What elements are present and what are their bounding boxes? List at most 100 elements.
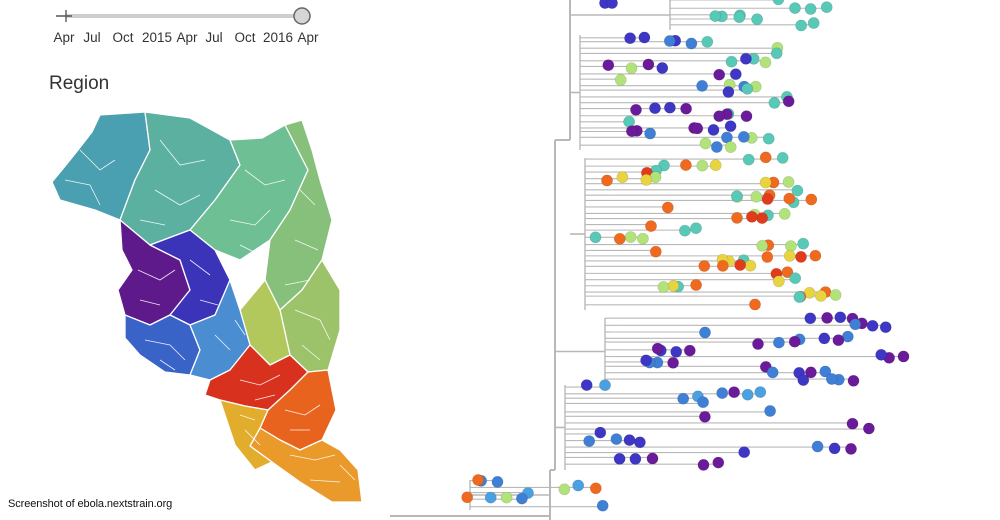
tree-tip-180[interactable] <box>862 422 875 435</box>
tree-tip-99[interactable] <box>613 232 626 245</box>
tree-tip-88[interactable] <box>778 207 791 220</box>
tree-tip-135[interactable] <box>804 312 817 325</box>
tree-tip-179[interactable] <box>846 417 859 430</box>
tree-tip-208[interactable] <box>606 0 618 9</box>
tree-tip-127[interactable] <box>829 289 842 301</box>
tree-tip-27[interactable] <box>729 68 742 81</box>
time-slider[interactable] <box>40 0 320 30</box>
tree-tip-167[interactable] <box>797 374 810 386</box>
tree-tip-38[interactable] <box>768 97 781 109</box>
tree-tip-139[interactable] <box>849 318 862 331</box>
slider-handle[interactable] <box>293 7 311 25</box>
tree-tip-170[interactable] <box>754 386 767 398</box>
tree-tip-43[interactable] <box>740 110 753 123</box>
map-region-south-coast[interactable] <box>124 314 201 376</box>
tree-tip-136[interactable] <box>879 321 892 334</box>
tree-tip-161[interactable] <box>804 366 817 379</box>
region-map[interactable] <box>40 110 370 510</box>
tree-tip-206[interactable] <box>596 499 609 512</box>
tree-tip-186[interactable] <box>845 442 857 455</box>
tree-tip-86[interactable] <box>761 193 774 205</box>
tree-tip-106[interactable] <box>809 249 822 262</box>
tree-tip-37[interactable] <box>782 95 795 108</box>
tree-tip-184[interactable] <box>610 433 623 445</box>
tree-tip-133[interactable] <box>834 311 847 324</box>
tree-tip-66[interactable] <box>696 159 709 172</box>
tree-tip-121[interactable] <box>690 279 702 291</box>
tree-tip-78[interactable] <box>791 184 804 197</box>
tree-tip-142[interactable] <box>832 334 845 347</box>
tree-tip-163[interactable] <box>766 366 779 379</box>
tree-tip-116[interactable] <box>698 260 711 272</box>
tree-tip-204[interactable] <box>484 491 497 504</box>
tree-tip-117[interactable] <box>781 266 794 279</box>
tree-tip-41[interactable] <box>649 102 661 115</box>
tree-tip-3[interactable] <box>789 2 801 15</box>
tree-tip-164[interactable] <box>847 374 860 387</box>
tree-tip-55[interactable] <box>762 132 775 145</box>
tree-tip-9[interactable] <box>807 17 820 29</box>
tree-tip-35[interactable] <box>722 86 735 98</box>
tree-tip-2[interactable] <box>804 3 817 15</box>
tree-tip-181[interactable] <box>594 426 607 439</box>
tree-tip-131[interactable] <box>749 298 761 311</box>
tree-tip-97[interactable] <box>636 232 649 245</box>
tree-tip-171[interactable] <box>741 388 754 401</box>
tree-tip-145[interactable] <box>788 335 801 348</box>
phylogenetic-tree[interactable] <box>370 0 1000 520</box>
tree-tip-75[interactable] <box>782 176 795 188</box>
tree-tip-73[interactable] <box>616 171 629 184</box>
tree-tip-191[interactable] <box>629 452 642 465</box>
tree-tip-67[interactable] <box>679 159 692 171</box>
tree-tip-83[interactable] <box>805 193 818 206</box>
tree-tip-98[interactable] <box>624 231 637 243</box>
tree-tip-192[interactable] <box>613 452 626 465</box>
tree-tip-182[interactable] <box>633 436 646 449</box>
tree-tip-40[interactable] <box>663 101 676 114</box>
tree-tip-169[interactable] <box>580 379 593 391</box>
tree-tip-85[interactable] <box>783 192 796 205</box>
tree-tip-147[interactable] <box>752 338 764 350</box>
tree-tip-143[interactable] <box>818 332 831 345</box>
tree-tip-185[interactable] <box>583 435 596 447</box>
tree-tip-172[interactable] <box>728 386 740 399</box>
tree-tip-93[interactable] <box>731 211 743 224</box>
tree-tip-104[interactable] <box>756 239 769 252</box>
tree-tip-166[interactable] <box>825 373 838 385</box>
tree-tip-64[interactable] <box>742 153 755 166</box>
tree-tip-33[interactable] <box>696 80 708 92</box>
tree-tip-42[interactable] <box>630 103 642 116</box>
tree-tip-194[interactable] <box>697 458 710 471</box>
tree-tip-123[interactable] <box>667 279 680 292</box>
tree-tip-168[interactable] <box>599 379 611 392</box>
tree-tip-1[interactable] <box>820 1 833 14</box>
tree-tip-200[interactable] <box>558 483 571 496</box>
tree-tip-113[interactable] <box>744 259 757 272</box>
tree-tip-134[interactable] <box>821 311 833 324</box>
tree-tip-114[interactable] <box>734 259 746 271</box>
tree-tip-11[interactable] <box>638 31 651 44</box>
tree-tip-202[interactable] <box>515 492 528 505</box>
tree-tip-18[interactable] <box>770 47 783 60</box>
tree-tip-57[interactable] <box>737 130 750 143</box>
tree-tip-183[interactable] <box>623 434 636 446</box>
tree-tip-173[interactable] <box>716 387 729 399</box>
tree-tip-189[interactable] <box>738 446 751 459</box>
tree-tip-94[interactable] <box>645 220 657 232</box>
tree-tip-54[interactable] <box>625 125 638 138</box>
tree-tip-105[interactable] <box>649 245 662 258</box>
tree-tip-100[interactable] <box>589 231 602 244</box>
tree-tip-140[interactable] <box>699 326 711 339</box>
tree-tip-82[interactable] <box>730 190 743 202</box>
tree-tip-95[interactable] <box>690 222 702 235</box>
tree-tip-115[interactable] <box>716 259 729 272</box>
tree-tip-13[interactable] <box>701 35 714 48</box>
tree-tip-87[interactable] <box>661 201 674 214</box>
tree-tip-120[interactable] <box>772 275 785 288</box>
tree-tip-154[interactable] <box>875 348 888 361</box>
tree-tip-101[interactable] <box>797 237 810 250</box>
tree-tip-49[interactable] <box>707 123 720 136</box>
tree-tip-199[interactable] <box>572 479 585 492</box>
tree-tip-102[interactable] <box>784 240 797 252</box>
map-region-southwest[interactable] <box>219 399 273 471</box>
